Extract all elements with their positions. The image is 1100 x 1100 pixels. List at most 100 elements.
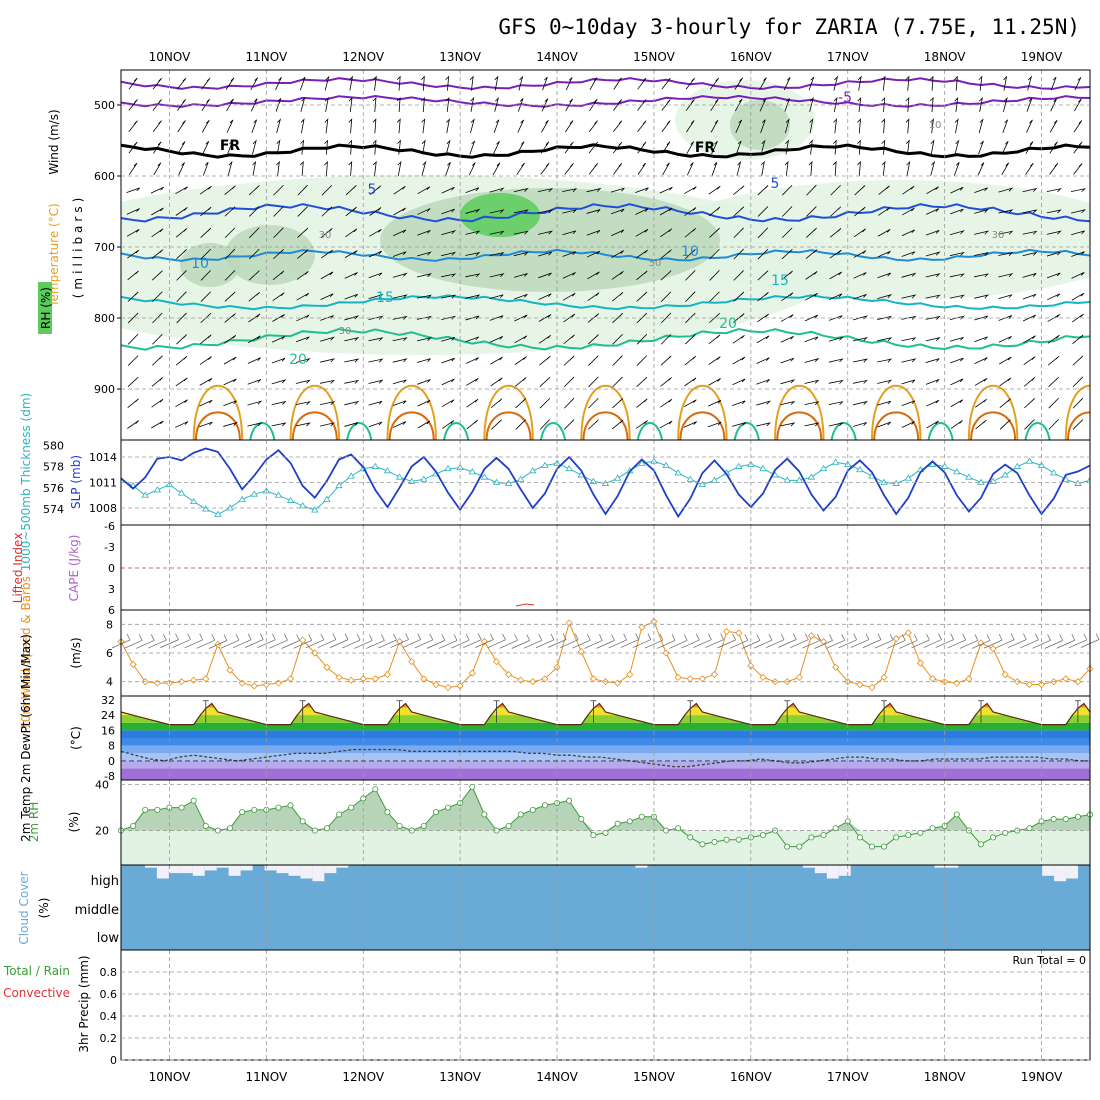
wind-barb <box>998 335 1012 343</box>
wind-barb <box>1071 272 1085 279</box>
cloud-panel: Cloud Cover (%) <box>17 865 1091 950</box>
wind-barb <box>784 160 789 176</box>
wind-barb <box>830 206 842 217</box>
wind10m-barb <box>451 633 470 649</box>
wind10m-barb <box>1056 634 1076 649</box>
wind-barb <box>1074 98 1082 112</box>
cape-label: CAPE (J/kg) <box>67 535 81 602</box>
wind-barb <box>587 334 599 345</box>
temp-tick-label: 0 <box>108 755 115 768</box>
wind10m-barb <box>681 633 700 649</box>
isotherm-30-loop <box>485 411 532 440</box>
wind-barb <box>252 160 257 176</box>
cloud-high-bar <box>444 865 457 892</box>
date-label-bottom: 18NOV <box>924 1070 966 1084</box>
wind-barb <box>441 208 455 215</box>
cloud-high-gap <box>312 865 325 882</box>
wind-barb <box>416 336 432 342</box>
wind10m-barb <box>547 633 567 648</box>
wind10m-barb <box>136 634 155 649</box>
wind-barb <box>344 272 358 279</box>
cloud-high-gap <box>276 865 289 874</box>
wind10m-barb <box>802 634 821 649</box>
wind-barb <box>392 315 408 320</box>
wind-barb <box>1048 376 1060 387</box>
wind-barb <box>733 313 745 323</box>
wind-barb <box>151 398 164 408</box>
wind-barb <box>275 98 282 112</box>
wind-barb <box>465 273 481 278</box>
wind-barb <box>828 401 844 406</box>
wind-barb <box>441 186 455 194</box>
wind-barb <box>804 357 820 363</box>
wind-barb <box>151 420 164 429</box>
cloud-high-bar <box>886 865 900 892</box>
wind10m-barb <box>475 633 494 648</box>
wind-barb <box>901 379 916 385</box>
cloud-high-bar <box>575 865 589 892</box>
wind10m-barb <box>935 633 954 648</box>
wind10m-point <box>1074 678 1082 686</box>
wind-barb <box>176 291 187 302</box>
wind-barb <box>1025 141 1034 154</box>
wind-barb <box>128 99 138 111</box>
wind-barb <box>300 139 305 155</box>
wind-barb <box>587 292 600 302</box>
wind-barb <box>974 187 988 193</box>
cloud-high-gap <box>324 865 337 874</box>
cloud-high-bar <box>635 865 648 892</box>
lifted-index-tick-label: -6 <box>104 520 115 533</box>
wind-barb <box>151 377 164 387</box>
wind10m-tick-label: 4 <box>106 676 113 689</box>
wind-barb <box>829 228 842 238</box>
wind-barb <box>684 207 697 216</box>
wind-barb <box>925 294 941 299</box>
cloud-high-bar <box>695 865 708 892</box>
wind-barb <box>540 141 550 154</box>
wind10m-point <box>226 666 234 674</box>
cloud-high-bar <box>420 865 433 892</box>
wind10m-barb <box>899 634 918 649</box>
rh2m-point <box>396 822 403 829</box>
wind-barb <box>490 377 503 387</box>
cloud-high-bar <box>982 865 995 892</box>
temp-maxmin-bar <box>590 700 597 723</box>
wind10m-barb <box>305 633 325 649</box>
contour-label: FR <box>220 138 241 154</box>
thickness-point <box>189 497 198 505</box>
wind-barb <box>854 185 866 196</box>
wind-barb <box>175 421 189 428</box>
thickness-point <box>214 510 222 517</box>
wind-barb <box>711 162 718 176</box>
wind-barb <box>224 334 237 344</box>
wind-barb <box>1047 293 1061 301</box>
wind-barb <box>517 98 524 112</box>
wind-barb <box>295 422 311 427</box>
wind-barb <box>151 228 164 238</box>
temp2m-line <box>121 702 1090 726</box>
wind-barb <box>368 293 384 300</box>
wind-barb <box>226 119 234 133</box>
wind-barb <box>684 334 696 345</box>
wind-barb <box>470 118 475 134</box>
wind-barb <box>223 400 237 406</box>
cloud-high-gap <box>264 865 278 871</box>
thickness-point <box>311 506 319 513</box>
wind10m-barb <box>923 633 942 648</box>
wind-barb <box>396 96 401 113</box>
wind10m-barb <box>160 633 179 648</box>
wind-barb <box>176 77 187 90</box>
sounding-y-axis-label: (millibars) <box>71 194 85 299</box>
wind-barb <box>493 140 500 155</box>
thickness-point <box>226 504 234 511</box>
temp2m-unit: (°C) <box>69 726 83 750</box>
isotherm-20-loop <box>346 422 373 440</box>
wind-barb <box>344 400 360 406</box>
thickness-point <box>492 478 501 485</box>
wind10m-barb <box>632 633 652 648</box>
wind-barb <box>1072 355 1084 366</box>
isotherm-30-loop <box>388 411 435 440</box>
wind-barb <box>1022 251 1038 257</box>
thickness-point <box>238 495 246 502</box>
wind-barb <box>1073 141 1083 154</box>
